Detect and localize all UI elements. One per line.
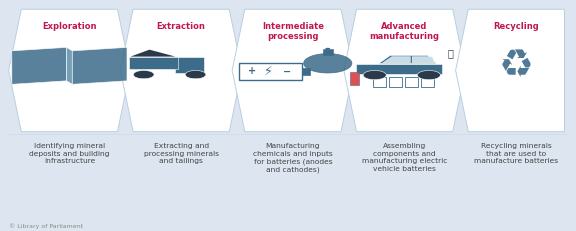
Polygon shape	[412, 57, 435, 63]
Bar	[302, 68, 310, 75]
Polygon shape	[73, 47, 127, 84]
Text: Recycling: Recycling	[494, 22, 539, 31]
Bar	[350, 72, 358, 85]
Bar	[175, 57, 204, 73]
Text: ⚡: ⚡	[264, 64, 273, 77]
Bar	[356, 64, 442, 74]
Text: © Library of Parliament: © Library of Parliament	[9, 223, 83, 229]
Polygon shape	[232, 9, 354, 132]
Bar	[406, 77, 418, 87]
Text: Recycling minerals
that are used to
manufacture batteries: Recycling minerals that are used to manu…	[474, 143, 559, 164]
Circle shape	[304, 54, 352, 73]
Text: Exploration: Exploration	[42, 22, 97, 31]
Polygon shape	[379, 55, 437, 64]
Bar	[323, 49, 333, 55]
Polygon shape	[9, 9, 130, 132]
Text: Manufacturing
chemicals and inputs
for batteries (anodes
and cathodes): Manufacturing chemicals and inputs for b…	[253, 143, 333, 173]
Bar	[129, 57, 178, 69]
Polygon shape	[67, 47, 73, 84]
Text: Advanced
manufacturing: Advanced manufacturing	[370, 22, 439, 41]
Polygon shape	[130, 50, 175, 57]
Circle shape	[133, 70, 154, 79]
Text: Intermediate
processing: Intermediate processing	[262, 22, 324, 41]
Text: Extracting and
processing minerals
and tailings: Extracting and processing minerals and t…	[143, 143, 219, 164]
Text: 🔌: 🔌	[448, 48, 454, 58]
Bar	[239, 63, 302, 80]
Text: Assembling
components and
manufacturing electric
vehicle batteries: Assembling components and manufacturing …	[362, 143, 448, 172]
Polygon shape	[456, 9, 564, 132]
Polygon shape	[383, 57, 411, 63]
Text: +: +	[248, 67, 256, 76]
Circle shape	[185, 70, 206, 79]
Circle shape	[325, 48, 330, 50]
Polygon shape	[344, 9, 465, 132]
Circle shape	[418, 70, 441, 80]
Text: Identifying mineral
deposits and building
infrastructure: Identifying mineral deposits and buildin…	[29, 143, 109, 164]
Text: Extraction: Extraction	[157, 22, 206, 31]
Polygon shape	[12, 47, 67, 84]
Text: −: −	[282, 67, 291, 76]
Circle shape	[363, 70, 386, 80]
Text: ♻: ♻	[499, 47, 534, 85]
Bar	[389, 77, 402, 87]
Bar	[373, 77, 386, 87]
Polygon shape	[120, 9, 242, 132]
Bar	[422, 77, 434, 87]
